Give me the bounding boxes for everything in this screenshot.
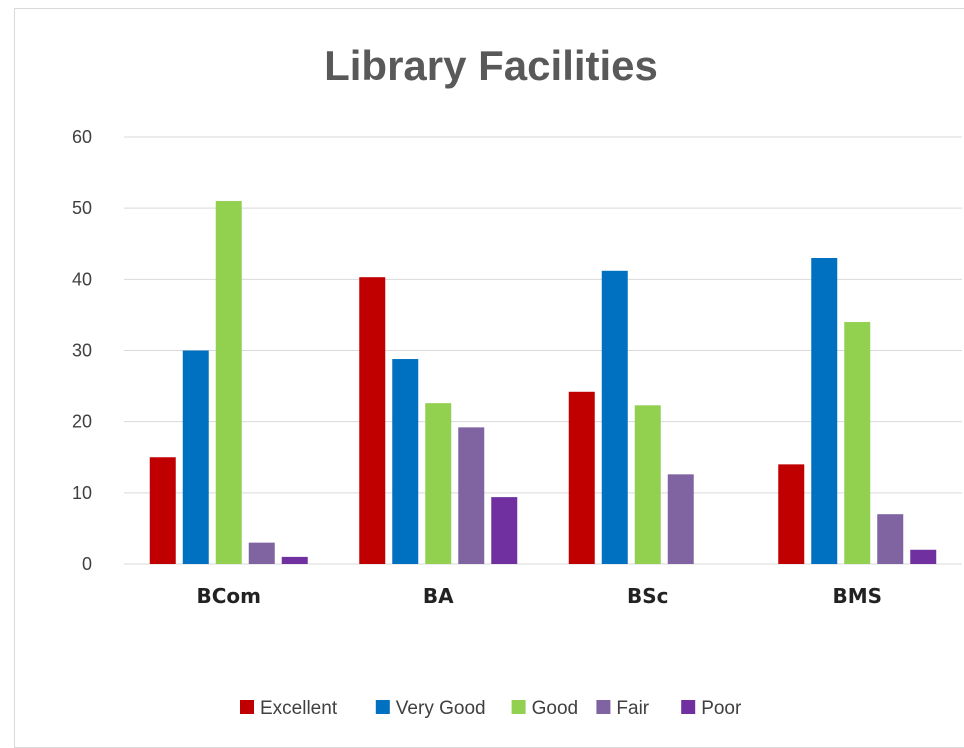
legend-label: Excellent xyxy=(260,698,338,719)
legend-label: Very Good xyxy=(396,698,486,719)
bar-bms-poor xyxy=(910,549,937,564)
bar-bcom-fair xyxy=(248,542,275,564)
legend-label: Poor xyxy=(701,698,742,719)
bar-bcom-poor xyxy=(281,556,308,564)
legend-swatch xyxy=(375,700,390,714)
bar-bms-good xyxy=(844,322,871,564)
x-axis-ticks: BCom BA BSc BMS xyxy=(196,584,882,608)
bar-ba-very-good xyxy=(392,359,419,564)
bars xyxy=(149,201,937,565)
bar-bms-very-good xyxy=(811,257,838,564)
legend-swatch xyxy=(240,700,254,714)
bar-bcom-excellent xyxy=(149,457,176,564)
x-tick-label: BCom xyxy=(196,584,261,608)
bar-bsc-excellent xyxy=(568,391,595,564)
legend-item: Very Good xyxy=(375,698,486,719)
y-tick-label: 50 xyxy=(72,198,92,218)
legend-swatch xyxy=(511,700,526,714)
legend-item: Poor xyxy=(681,698,742,719)
bar-ba-excellent xyxy=(359,277,386,564)
legend-item: Fair xyxy=(596,698,650,719)
bar-bsc-fair xyxy=(667,474,694,564)
legend-item: Excellent xyxy=(240,698,338,719)
legend: Excellent Very Good Good Fair Poor xyxy=(240,698,742,719)
bar-ba-fair xyxy=(458,427,485,564)
legend-swatch xyxy=(596,700,611,714)
y-axis-ticks: 0 10 20 30 40 50 60 xyxy=(72,127,92,574)
chart-title: Library Facilities xyxy=(324,42,658,89)
bar-bcom-very-good xyxy=(182,350,209,564)
x-tick-label: BSc xyxy=(627,584,669,608)
y-tick-label: 30 xyxy=(72,341,92,361)
legend-item: Good xyxy=(511,698,578,719)
y-tick-label: 60 xyxy=(72,127,92,147)
y-tick-label: 40 xyxy=(72,269,92,289)
legend-swatch xyxy=(681,700,696,714)
bar-bsc-good xyxy=(634,405,661,564)
bar-bsc-very-good xyxy=(601,270,628,564)
bar-ba-good xyxy=(425,403,452,564)
bar-bms-excellent xyxy=(778,464,805,564)
y-tick-label: 0 xyxy=(82,554,92,574)
bar-bcom-good xyxy=(215,201,242,565)
y-tick-label: 10 xyxy=(72,483,92,503)
x-tick-label: BMS xyxy=(832,584,882,608)
x-tick-label: BA xyxy=(423,584,454,608)
bar-bms-fair xyxy=(877,514,904,564)
legend-label: Fair xyxy=(616,698,649,719)
legend-label: Good xyxy=(532,698,578,719)
y-tick-label: 20 xyxy=(72,412,92,432)
bar-ba-poor xyxy=(491,497,518,564)
